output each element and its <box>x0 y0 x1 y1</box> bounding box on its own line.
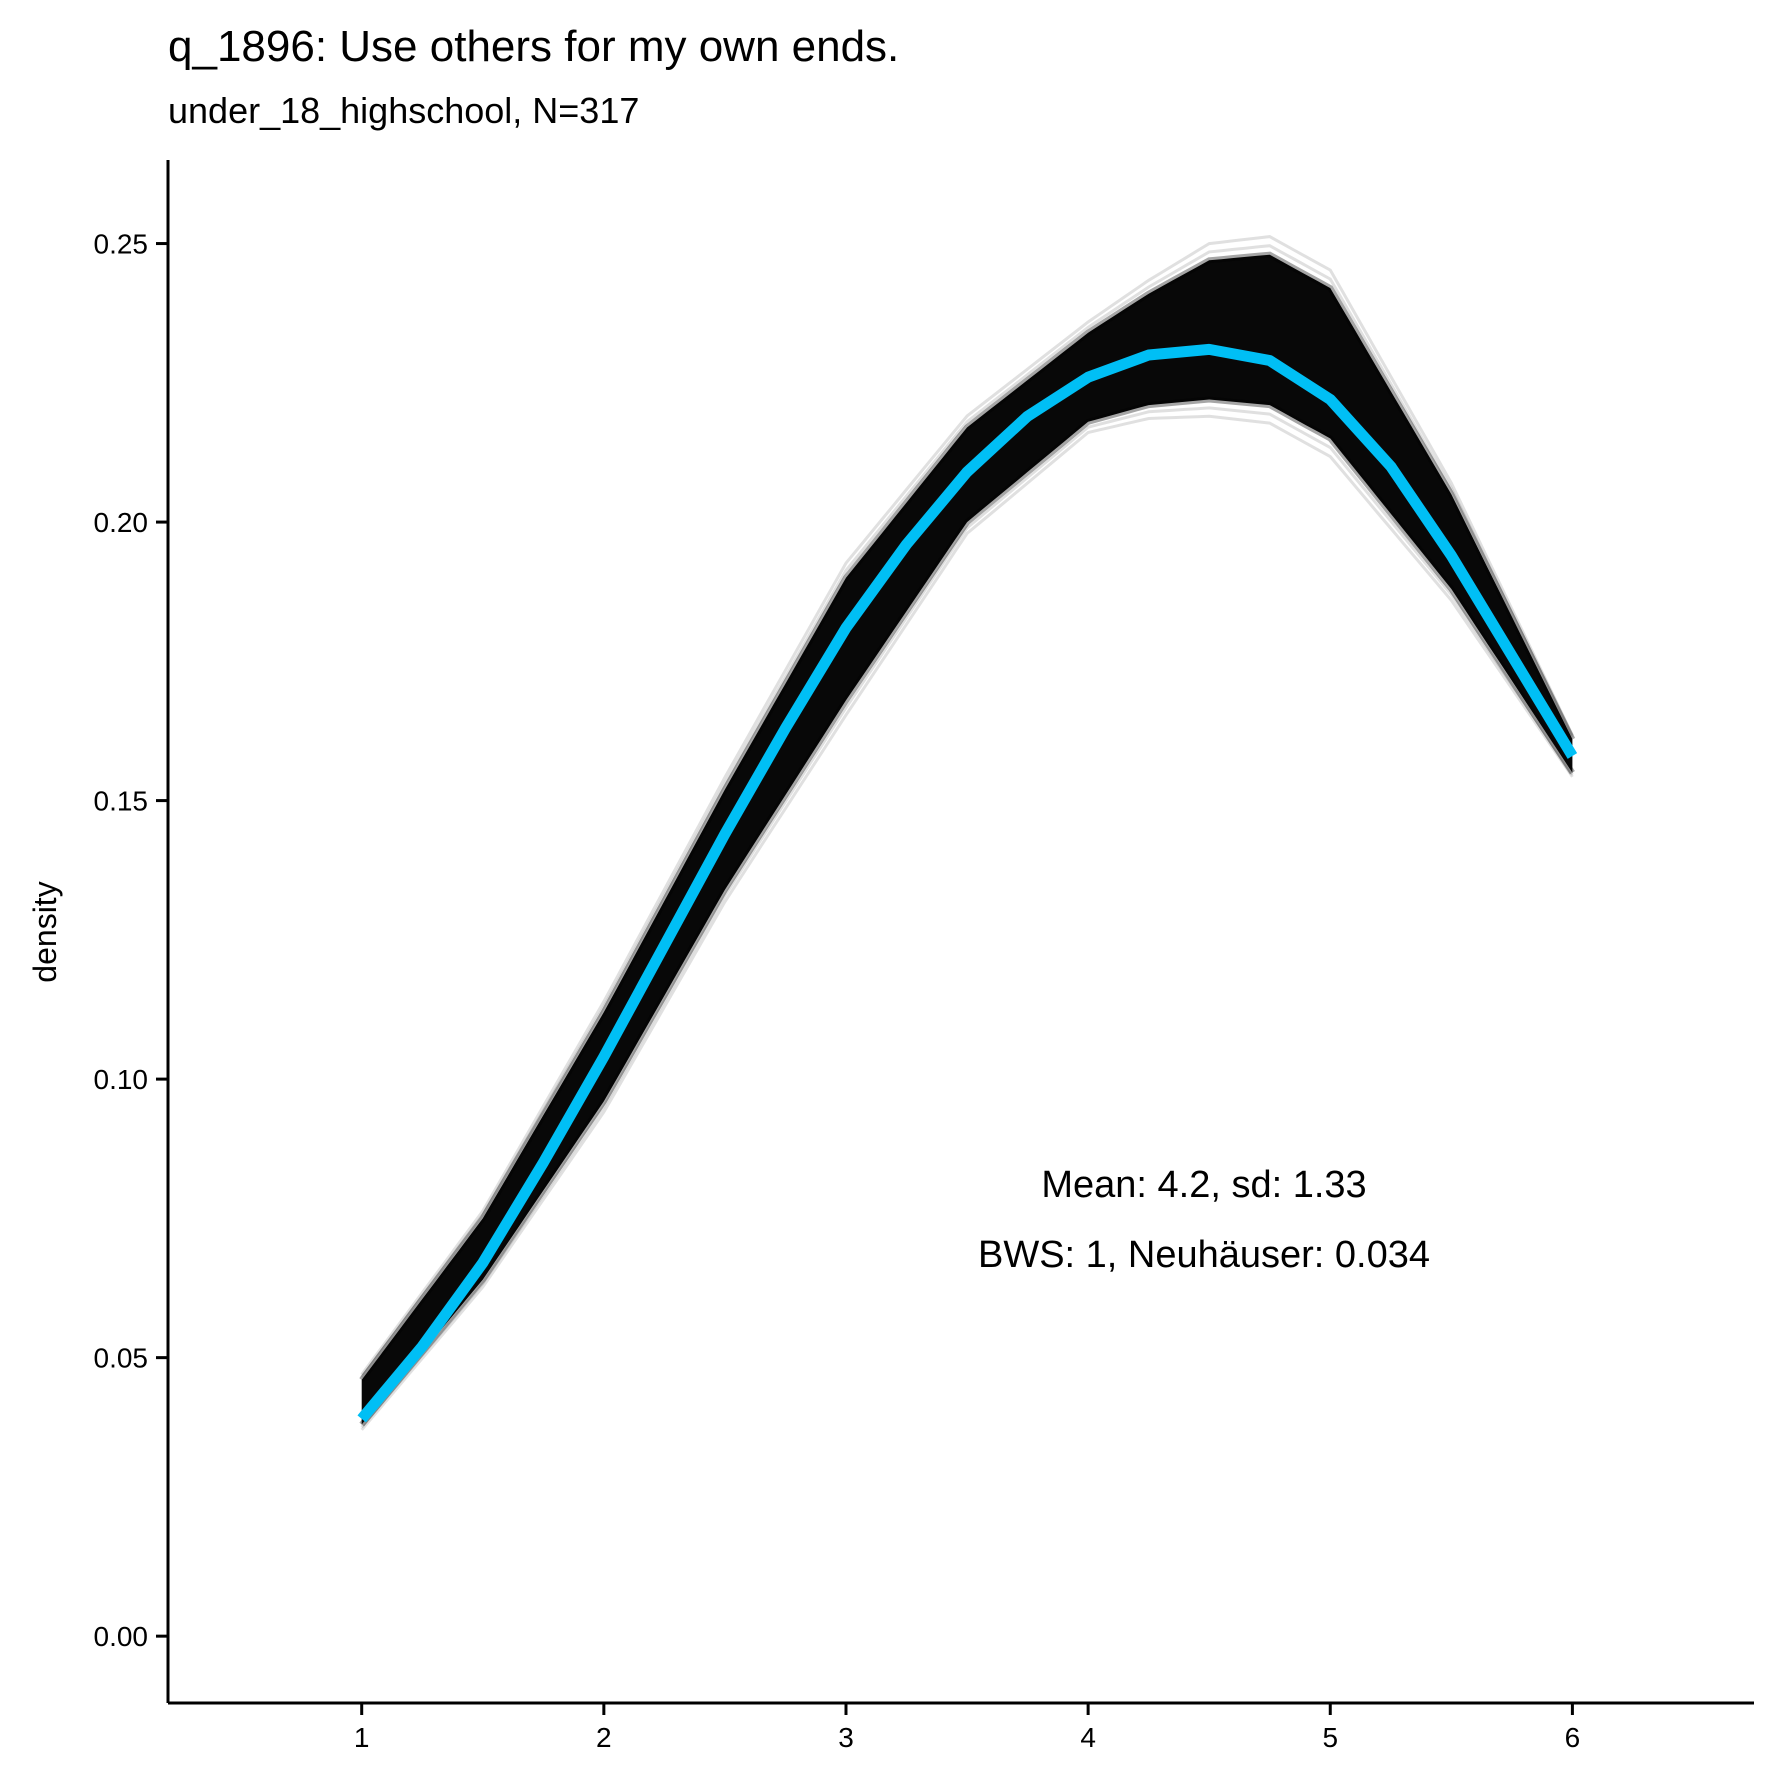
mean-density-line <box>357 343 1578 1423</box>
y-tick-label: 0.15 <box>94 786 149 817</box>
bootstrap-curve-1 <box>360 406 1574 1429</box>
chart-title: q_1896: Use others for my own ends. <box>168 22 900 71</box>
y-tick-label: 0.20 <box>94 507 149 538</box>
bootstrap-curve-3 <box>360 235 1574 1376</box>
y-axis-ticks: 0.00 0.05 0.10 0.15 0.20 0.25 <box>94 229 168 1652</box>
bootstrap-curves <box>359 235 1576 1431</box>
y-axis-title: density <box>27 881 63 982</box>
bootstrap-lower-edge <box>359 396 1575 1427</box>
stats-annotation-tests: BWS: 1, Neuhäuser: 0.034 <box>978 1234 1430 1276</box>
x-tick-label: 5 <box>1322 1722 1338 1753</box>
y-tick-label: 0.05 <box>94 1343 149 1374</box>
x-axis-ticks: 1 2 3 4 5 6 <box>354 1703 1580 1753</box>
x-tick-label: 6 <box>1565 1722 1581 1753</box>
x-tick-label: 4 <box>1080 1722 1096 1753</box>
bootstrap-curve-2 <box>360 244 1574 1379</box>
bootstrap-curve-0 <box>360 414 1574 1431</box>
mean-density-series <box>357 343 1578 1423</box>
bootstrap-upper-edge <box>359 251 1576 1382</box>
y-tick-label: 0.00 <box>94 1621 149 1652</box>
stats-annotation-mean: Mean: 4.2, sd: 1.33 <box>1041 1164 1366 1206</box>
y-tick-label: 0.25 <box>94 229 149 260</box>
y-tick-label: 0.10 <box>94 1064 149 1095</box>
chart-subtitle: under_18_highschool, N=317 <box>168 90 640 131</box>
x-tick-label: 2 <box>596 1722 612 1753</box>
x-tick-label: 1 <box>354 1722 370 1753</box>
x-tick-label: 3 <box>838 1722 854 1753</box>
bootstrap-band <box>361 254 1573 1425</box>
